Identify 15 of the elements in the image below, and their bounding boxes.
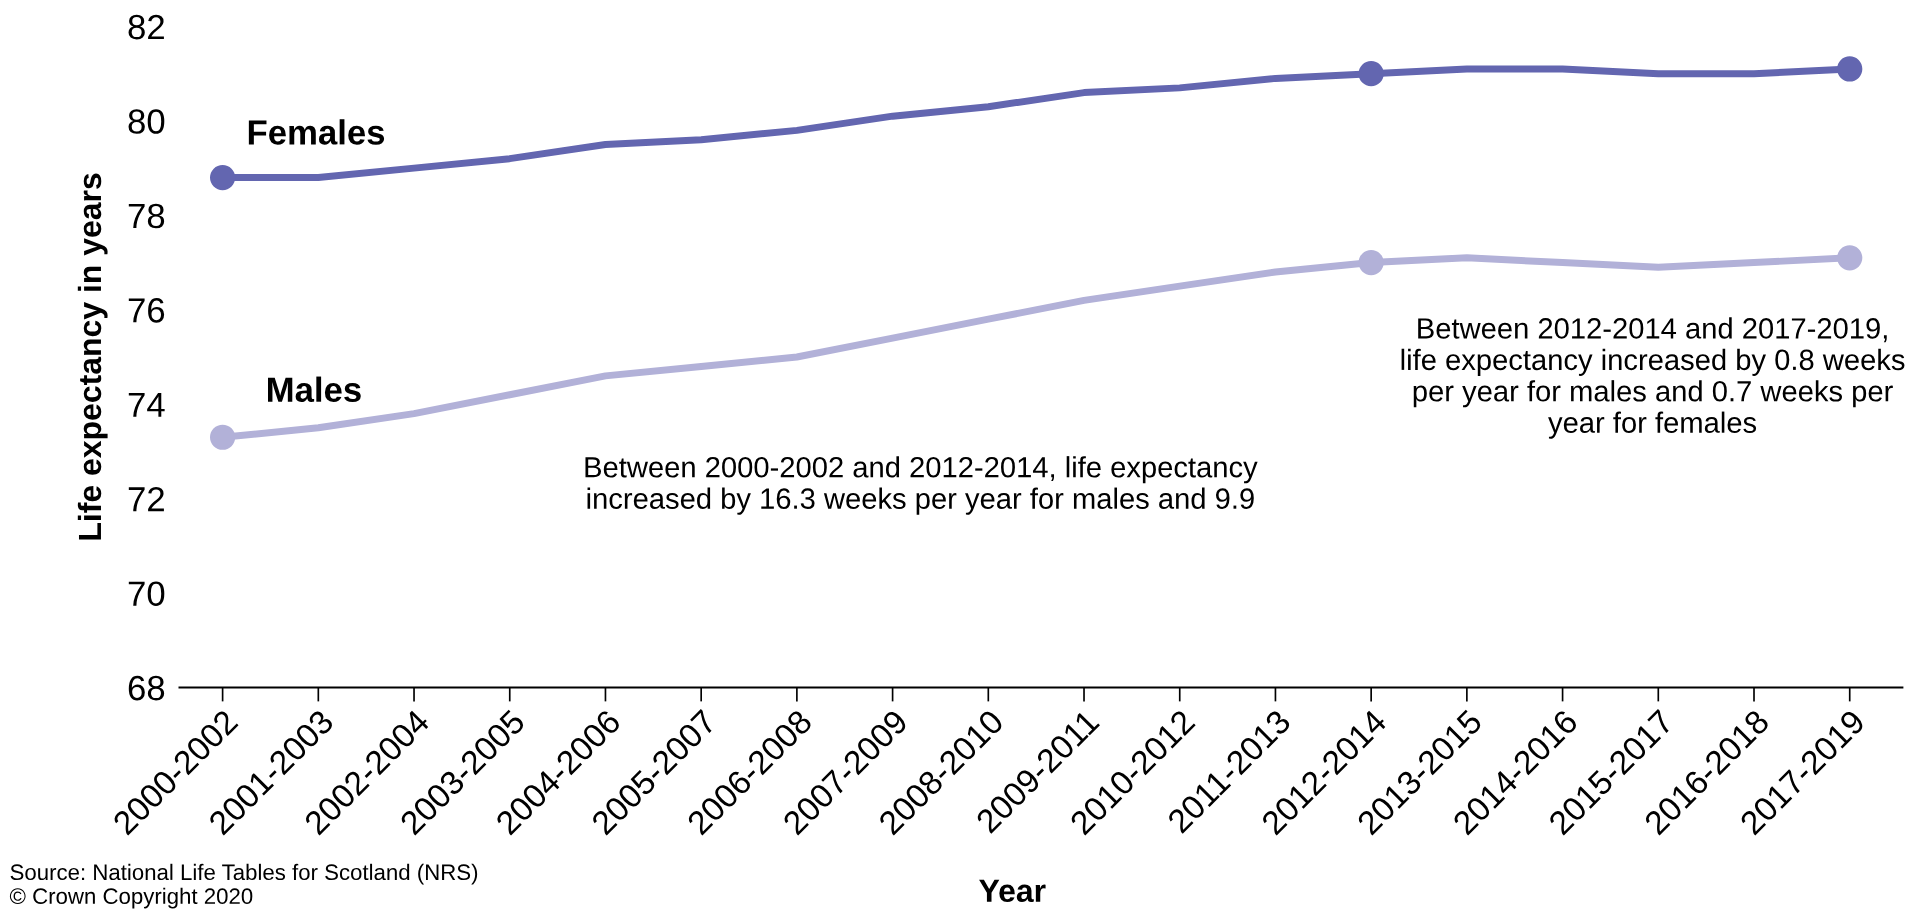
annotation: Between 2000-2002 and 2012-2014, life expectancy increased by 16.3 weeks per year for males and 9.9 [585,456,1258,515]
y-tick-label: 82 [128,14,164,40]
y-axis-title: Life expectancy in years [77,173,108,540]
series-label: Males [268,376,361,403]
source-note: Source: National Life Tables for Scotland (NRS) © Crown Copyright 2020 [9,863,478,909]
x-axis-title: Year [979,879,1046,903]
y-tick-label: 78 [128,203,165,229]
y-tick-label: 68 [128,675,165,701]
y-tick-label: 70 [128,581,165,606]
y-tick-label: 72 [128,486,164,512]
y-tick-label: 80 [128,109,165,134]
y-tick-label: 74 [128,392,165,417]
annotation: Between 2012-2014 and 2017-2019, life expectancy increased by 0.8 weeks per year for males and 0.7 weeks per year for females [1401,317,1905,439]
y-tick-label: 76 [128,298,165,323]
series-label: Females [248,119,385,145]
